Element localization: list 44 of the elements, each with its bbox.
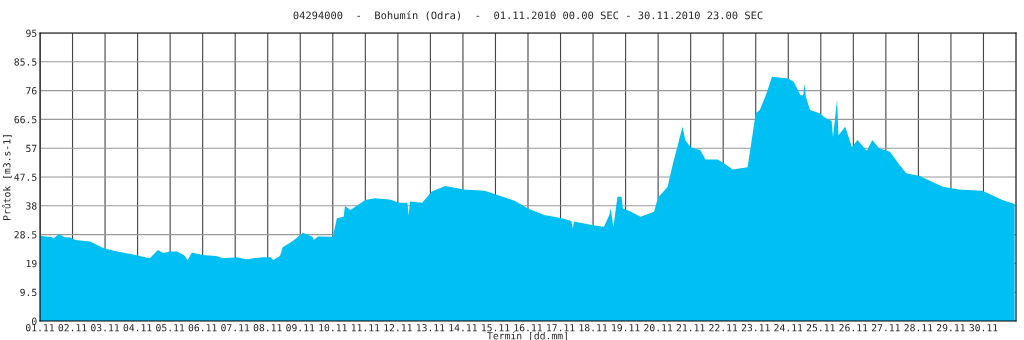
y-tick-label: 95 <box>26 29 37 37</box>
x-tick-label: 17.11 <box>547 324 575 332</box>
x-tick-label: 19.11 <box>612 324 640 332</box>
x-tick-label: 23.11 <box>741 324 770 332</box>
x-tick-label: 10.11 <box>319 324 347 332</box>
x-tick-label: 03.11 <box>91 324 120 332</box>
x-tick-label: 14.11 <box>449 324 477 332</box>
x-tick-label: 09.11 <box>286 324 315 332</box>
y-tick-label: 38 <box>26 202 37 210</box>
x-tick-label: 05.11 <box>156 324 185 332</box>
x-axis-title: Termín [dd.mm] <box>487 331 567 340</box>
x-tick-label: 25.11 <box>806 324 835 332</box>
x-tick-label: 01.11 <box>26 324 54 332</box>
x-tick-label: 20.11 <box>644 324 673 332</box>
y-tick-label: 19 <box>26 259 37 268</box>
y-tick-label: 57 <box>26 144 37 153</box>
x-tick-label: 02.11 <box>58 324 87 332</box>
x-tick-label: 15.11 <box>482 324 510 332</box>
y-tick-label: 9.5 <box>20 288 37 297</box>
y-axis-title: Průtok [m3.s-1] <box>2 135 12 220</box>
x-tick-label: 06.11 <box>188 324 217 332</box>
x-tick-label: 24.11 <box>774 324 803 332</box>
x-tick-label: 18.11 <box>579 324 608 332</box>
y-tick-label: 76 <box>26 87 37 95</box>
y-tick-label: 66.5 <box>14 115 37 124</box>
chart-title: 04294000 - Bohumín (Odra) - 01.11.2010 00.00 SEC - 30.11.2010 23.00 SEC <box>293 10 763 21</box>
x-tick-label: 28.11 <box>904 324 933 332</box>
x-tick-label: 21.11 <box>676 324 705 332</box>
y-tick-label: 47.5 <box>14 173 37 181</box>
x-tick-label: 30.11 <box>969 324 998 332</box>
x-tick-label: 16.11 <box>514 324 542 332</box>
x-tick-label: 29.11 <box>937 324 965 332</box>
x-tick-label: 26.11 <box>839 324 868 332</box>
x-tick-label: 13.11 <box>416 324 445 332</box>
y-tick-label: 85.5 <box>14 58 37 66</box>
x-tick-label: 08.11 <box>253 324 282 332</box>
x-tick-label: 27.11 <box>871 324 900 332</box>
x-tick-label: 04.11 <box>123 324 152 332</box>
x-tick-label: 22.11 <box>709 324 738 332</box>
x-tick-label: 11.11 <box>351 324 380 332</box>
y-tick-label: 0 <box>32 317 37 325</box>
x-tick-label: 12.11 <box>384 324 412 332</box>
x-tick-label: 07.11 <box>221 324 250 332</box>
y-tick-label: 28.5 <box>14 231 37 239</box>
